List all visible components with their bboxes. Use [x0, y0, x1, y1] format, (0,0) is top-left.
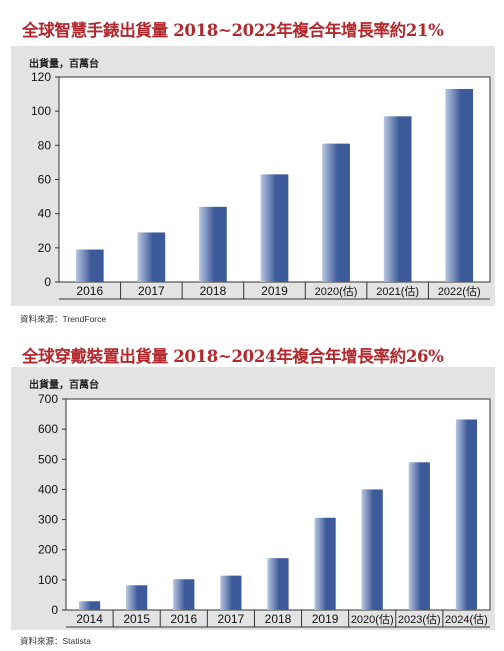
chart-2-plot: 0 100 200 300 400 500 600 700 2014 2015 2016 2017 20…: [38, 392, 491, 628]
x-tick-label: 2016: [170, 612, 197, 626]
x-tick-label: 2020(估): [351, 613, 394, 626]
y-tick-label: 500: [38, 452, 58, 466]
x-tick-label: 2019: [312, 612, 339, 626]
bar-2015: [126, 585, 148, 610]
y-tick-label: 600: [38, 422, 58, 436]
y-tick-label: 300: [38, 513, 58, 527]
chart-1-panel: 出貨量，百萬台 0 20 40 60 80 100 120 2016 2017 2018 2019 2…: [11, 46, 495, 306]
y-tick-label: 100: [31, 104, 51, 118]
bar-2021(估): [383, 116, 412, 283]
bar-2017: [137, 232, 166, 282]
chart-1-unit-label: 出貨量，百萬台: [29, 59, 99, 70]
bar-2016: [173, 579, 195, 610]
y-tick-label: 0: [44, 275, 51, 289]
chart-2-panel: 出貨量，百萬台 0 100 200 300 400 500 600 700 2014 2015 20…: [11, 367, 495, 630]
y-tick-label: 20: [38, 241, 52, 255]
bar-2019: [260, 174, 289, 282]
chart-1-plot: 0 20 40 60 80 100 120 2016 2017 2018 2019 2020(估) 20…: [31, 70, 491, 300]
bar-2020(估): [322, 143, 350, 282]
x-tick-label: 2021(估): [376, 285, 419, 298]
bar-2017: [220, 575, 242, 610]
bar-2018: [267, 558, 289, 610]
x-tick-label: 2022(估): [438, 285, 481, 298]
bar-2016: [75, 249, 104, 282]
x-tick-label: 2023(估): [398, 613, 441, 626]
x-tick-label: 2018: [200, 284, 227, 298]
x-tick-label: 2019: [261, 284, 288, 298]
chart-2-source: 資料來源：Statista: [20, 636, 91, 646]
x-tick-label: 2017: [138, 284, 165, 298]
bar-2018: [199, 206, 227, 282]
bar-2014: [78, 601, 101, 610]
y-tick-label: 200: [38, 543, 58, 557]
chart-2-unit-label: 出貨量，百萬台: [29, 380, 99, 391]
x-tick-label: 2014: [76, 612, 103, 626]
y-tick-label: 120: [31, 70, 51, 84]
y-tick-label: 100: [38, 573, 58, 587]
y-tick-label: 80: [38, 138, 52, 152]
x-tick-label: 2016: [76, 284, 103, 298]
x-tick-label: 2017: [218, 612, 245, 626]
bar-2024(估): [455, 419, 478, 610]
y-tick-label: 40: [38, 207, 52, 221]
y-tick-label: 0: [51, 603, 58, 617]
bar-2022(估): [445, 88, 474, 282]
chart-1-source: 資料來源：TrendForce: [20, 314, 107, 324]
x-tick-label: 2020(估): [315, 285, 358, 298]
bar-2020(估): [361, 489, 383, 610]
chart-2-title: 全球穿戴裝置出貨量 2018~2024年複合年增長率約26%: [22, 347, 444, 366]
bar-2023(估): [408, 462, 430, 610]
x-tick-label: 2018: [265, 612, 292, 626]
x-tick-label: 2024(估): [445, 613, 488, 626]
y-tick-label: 400: [38, 482, 58, 496]
chart-1-title: 全球智慧手錶出貨量 2018~2022年複合年增長率約21%: [22, 21, 444, 40]
y-tick-label: 700: [38, 392, 58, 406]
y-tick-label: 60: [38, 173, 52, 187]
x-tick-label: 2015: [123, 612, 150, 626]
bar-2019: [314, 517, 336, 610]
